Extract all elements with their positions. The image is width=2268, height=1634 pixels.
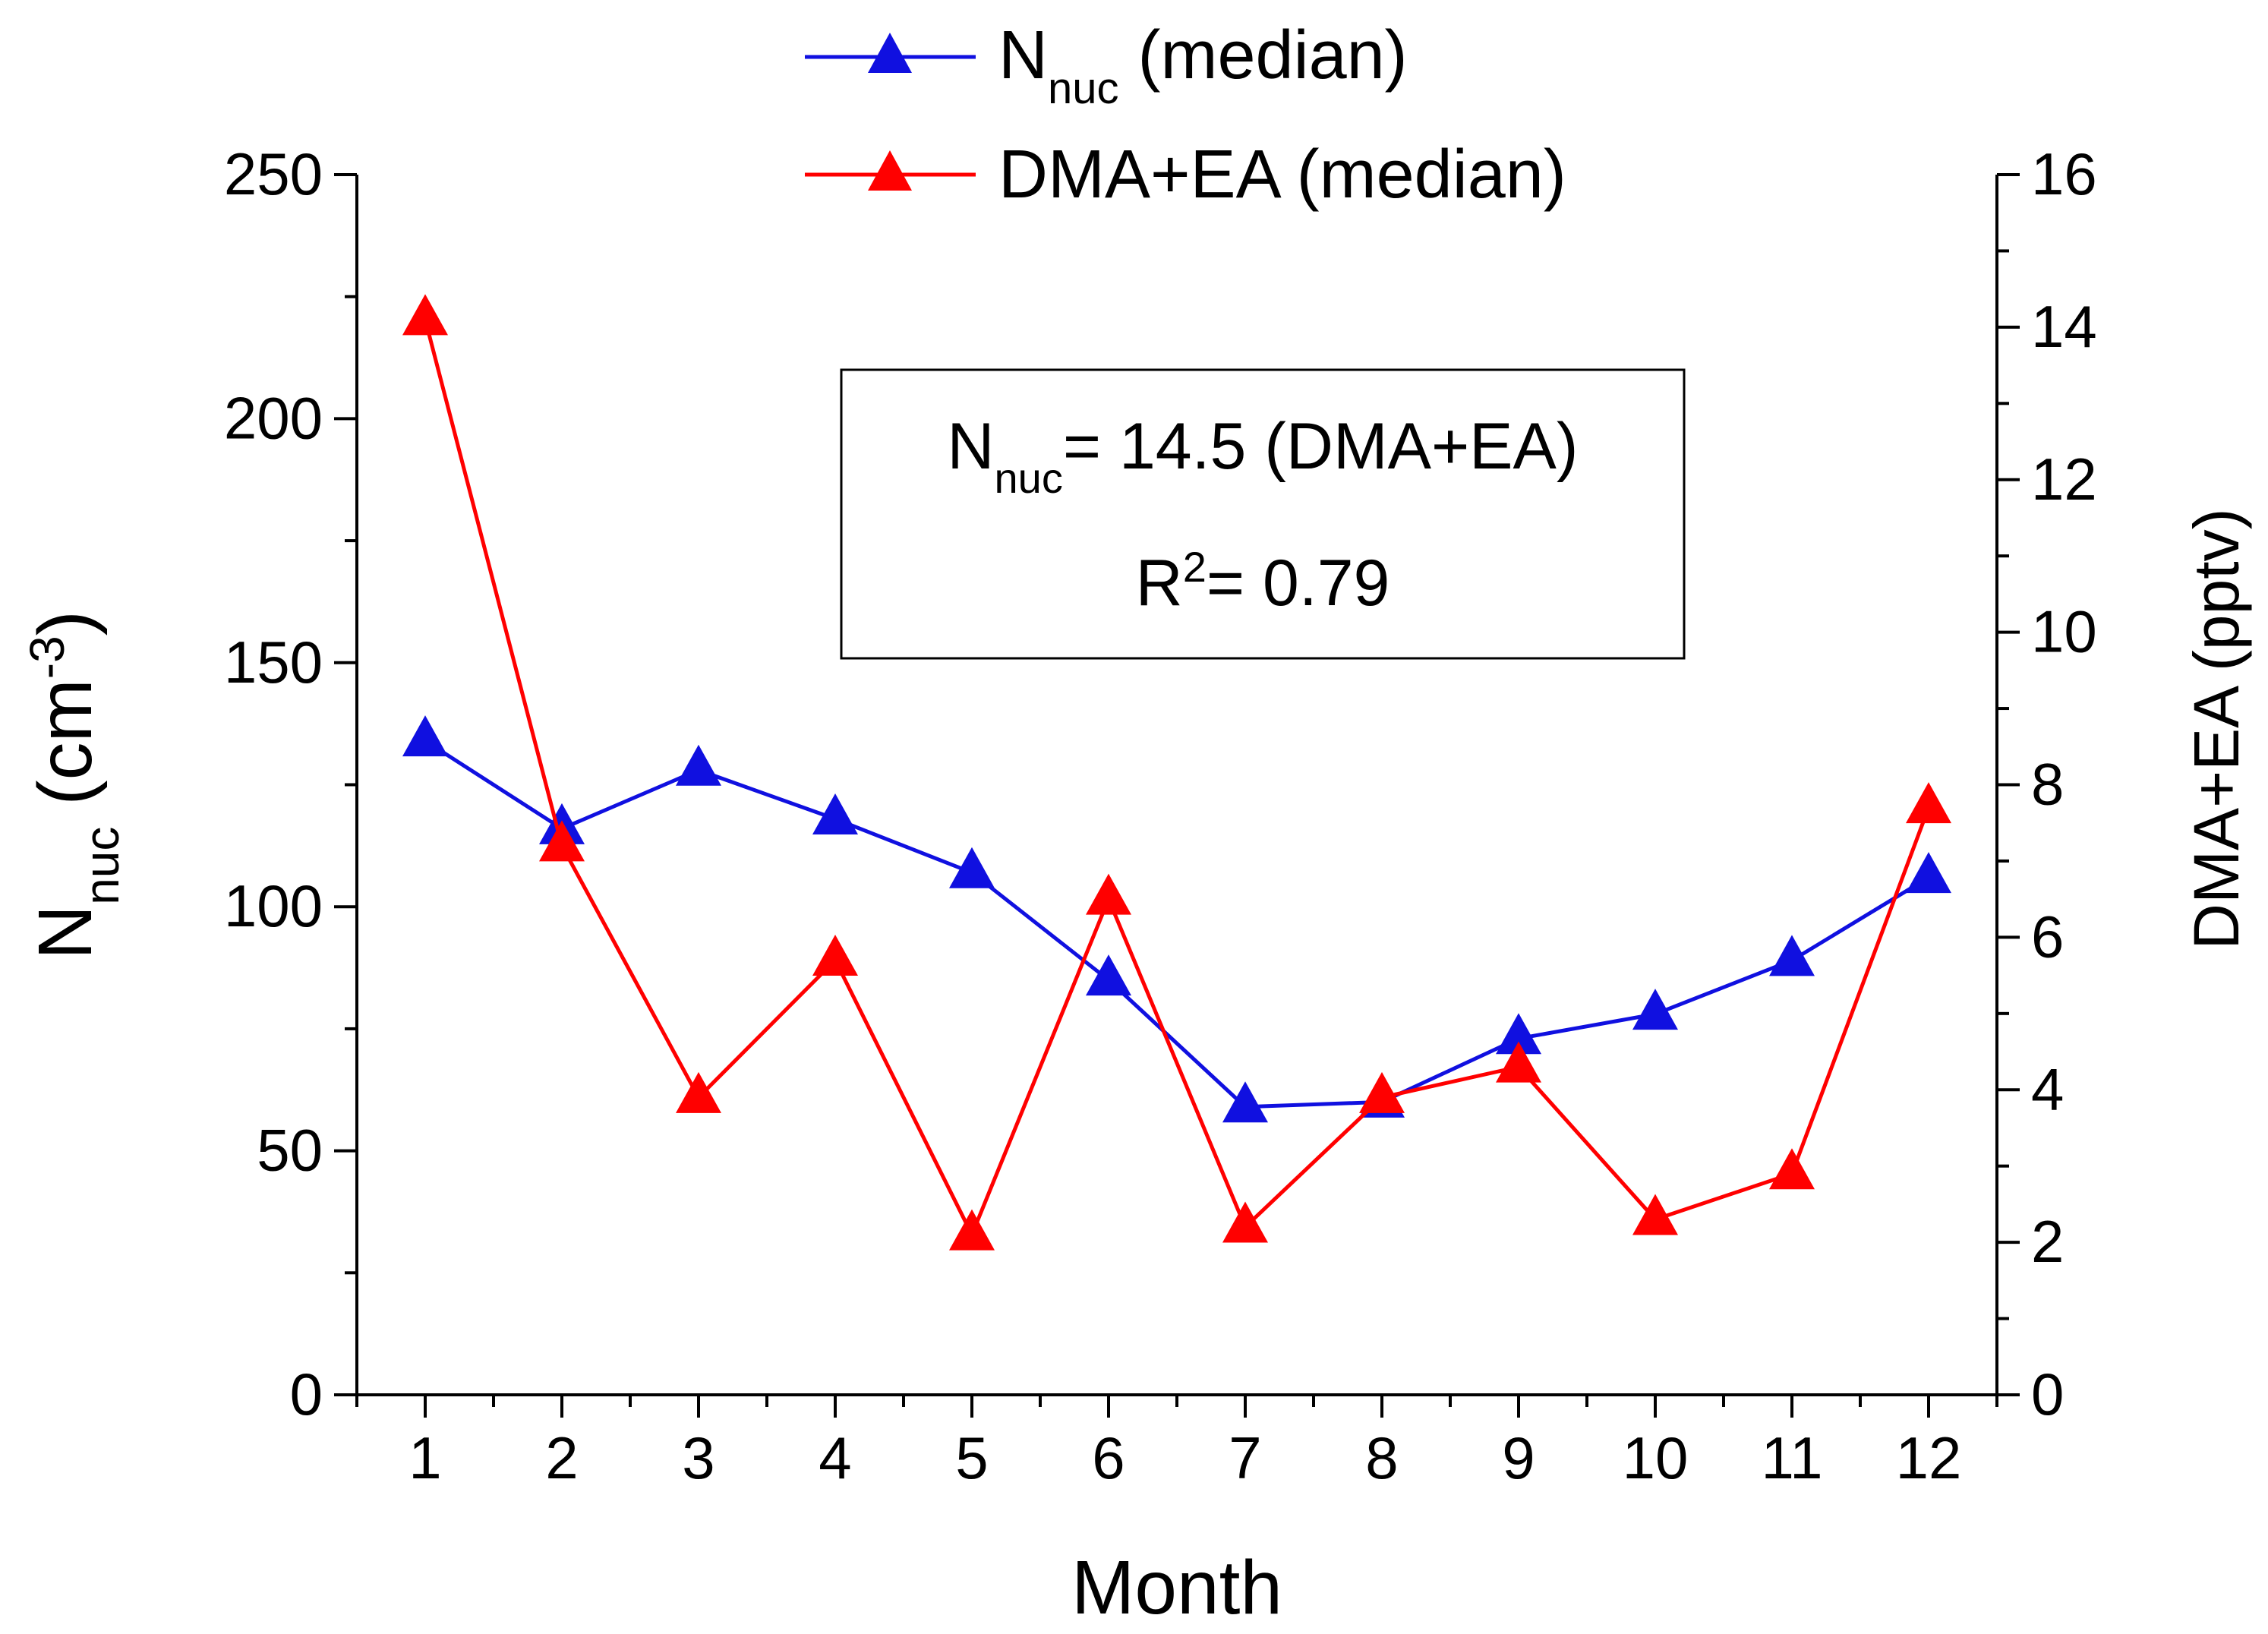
data-point-nnuc [812, 793, 858, 835]
data-point-nnuc [1769, 935, 1815, 976]
annotation-box: Nnuc= 14.5 (DMA+EA) R2= 0.79 [840, 368, 1686, 660]
left-y-tick-label: 0 [290, 1361, 323, 1427]
right-y-tick-label: 2 [2031, 1208, 2064, 1275]
right-y-tick-label: 0 [2031, 1361, 2064, 1427]
left-y-tick-label: 100 [224, 872, 323, 939]
series-line-dmaea [423, 319, 1931, 1240]
right-y-tick-label: 6 [2031, 903, 2064, 970]
data-point-nnuc [949, 847, 995, 888]
data-point-dmaea [812, 935, 858, 976]
legend-label-nnuc: Nnuc (median) [998, 17, 1408, 113]
data-point-nnuc [1086, 954, 1131, 996]
x-axis-label: Month [1071, 1545, 1282, 1630]
data-point-dmaea [1632, 1194, 1678, 1235]
left-y-tick-label: 200 [224, 384, 323, 451]
x-tick-label: 10 [1623, 1424, 1689, 1491]
right-y-tick-label: 10 [2031, 598, 2097, 665]
data-point-dmaea [1222, 1201, 1268, 1243]
legend-marker-nnuc [868, 33, 912, 73]
x-tick-label: 9 [1502, 1424, 1535, 1491]
x-tick-label: 3 [682, 1424, 714, 1491]
annotation-line2: R2= 0.79 [1136, 543, 1390, 620]
data-point-nnuc [1222, 1081, 1268, 1123]
left-y-axis-label: Nnuc (cm-3) [20, 610, 129, 960]
right-y-tick-label: 4 [2031, 1055, 2064, 1122]
data-point-dmaea [402, 294, 448, 336]
data-point-dmaea [539, 820, 585, 862]
data-point-nnuc [402, 715, 448, 757]
right-y-axis-label: DMA+EA (pptv) [2181, 508, 2252, 949]
right-y-tick-label: 16 [2031, 140, 2097, 207]
data-point-dmaea [1906, 782, 1951, 824]
data-point-dmaea [1086, 873, 1131, 915]
left-y-tick-label: 150 [224, 629, 323, 696]
x-tick-label: 6 [1092, 1424, 1125, 1491]
legend-label-dmaea: DMA+EA (median) [998, 137, 1566, 213]
annotation-line1: Nnuc= 14.5 (DMA+EA) [947, 410, 1578, 502]
data-point-dmaea [1769, 1148, 1815, 1190]
x-tick-label: 8 [1365, 1424, 1398, 1491]
x-tick-label: 7 [1229, 1424, 1261, 1491]
annotation-frame [840, 368, 1686, 660]
x-tick-label: 12 [1896, 1424, 1962, 1491]
left-y-tick-label: 250 [224, 140, 323, 207]
data-point-nnuc [676, 744, 721, 786]
series-layer [402, 294, 1951, 1251]
legend-marker-dmaea [868, 150, 912, 191]
legend-item-nnuc: Nnuc (median) [805, 17, 1408, 113]
data-point-nnuc [1496, 1013, 1541, 1055]
x-tick-label: 1 [408, 1424, 441, 1491]
data-point-dmaea [1359, 1071, 1405, 1113]
x-tick-label: 4 [819, 1424, 851, 1491]
x-tick-label: 2 [545, 1424, 578, 1491]
right-y-tick-label: 12 [2031, 446, 2097, 513]
legend: Nnuc (median) DMA+EA (median) [805, 17, 1566, 213]
data-point-dmaea [1496, 1041, 1541, 1083]
data-point-dmaea [676, 1071, 721, 1113]
data-point-nnuc [1906, 852, 1951, 894]
left-y-tick-label: 50 [257, 1117, 323, 1184]
x-tick-label: 5 [955, 1424, 988, 1491]
data-point-dmaea [949, 1209, 995, 1251]
plot-axes [355, 175, 1998, 1396]
right-y-tick-label: 8 [2031, 751, 2064, 818]
right-y-tick-label: 14 [2031, 293, 2097, 360]
series-line-nnuc [424, 739, 1930, 1109]
data-point-nnuc [1632, 989, 1678, 1030]
legend-item-dmaea: DMA+EA (median) [805, 137, 1566, 213]
x-tick-label: 11 [1762, 1424, 1823, 1491]
